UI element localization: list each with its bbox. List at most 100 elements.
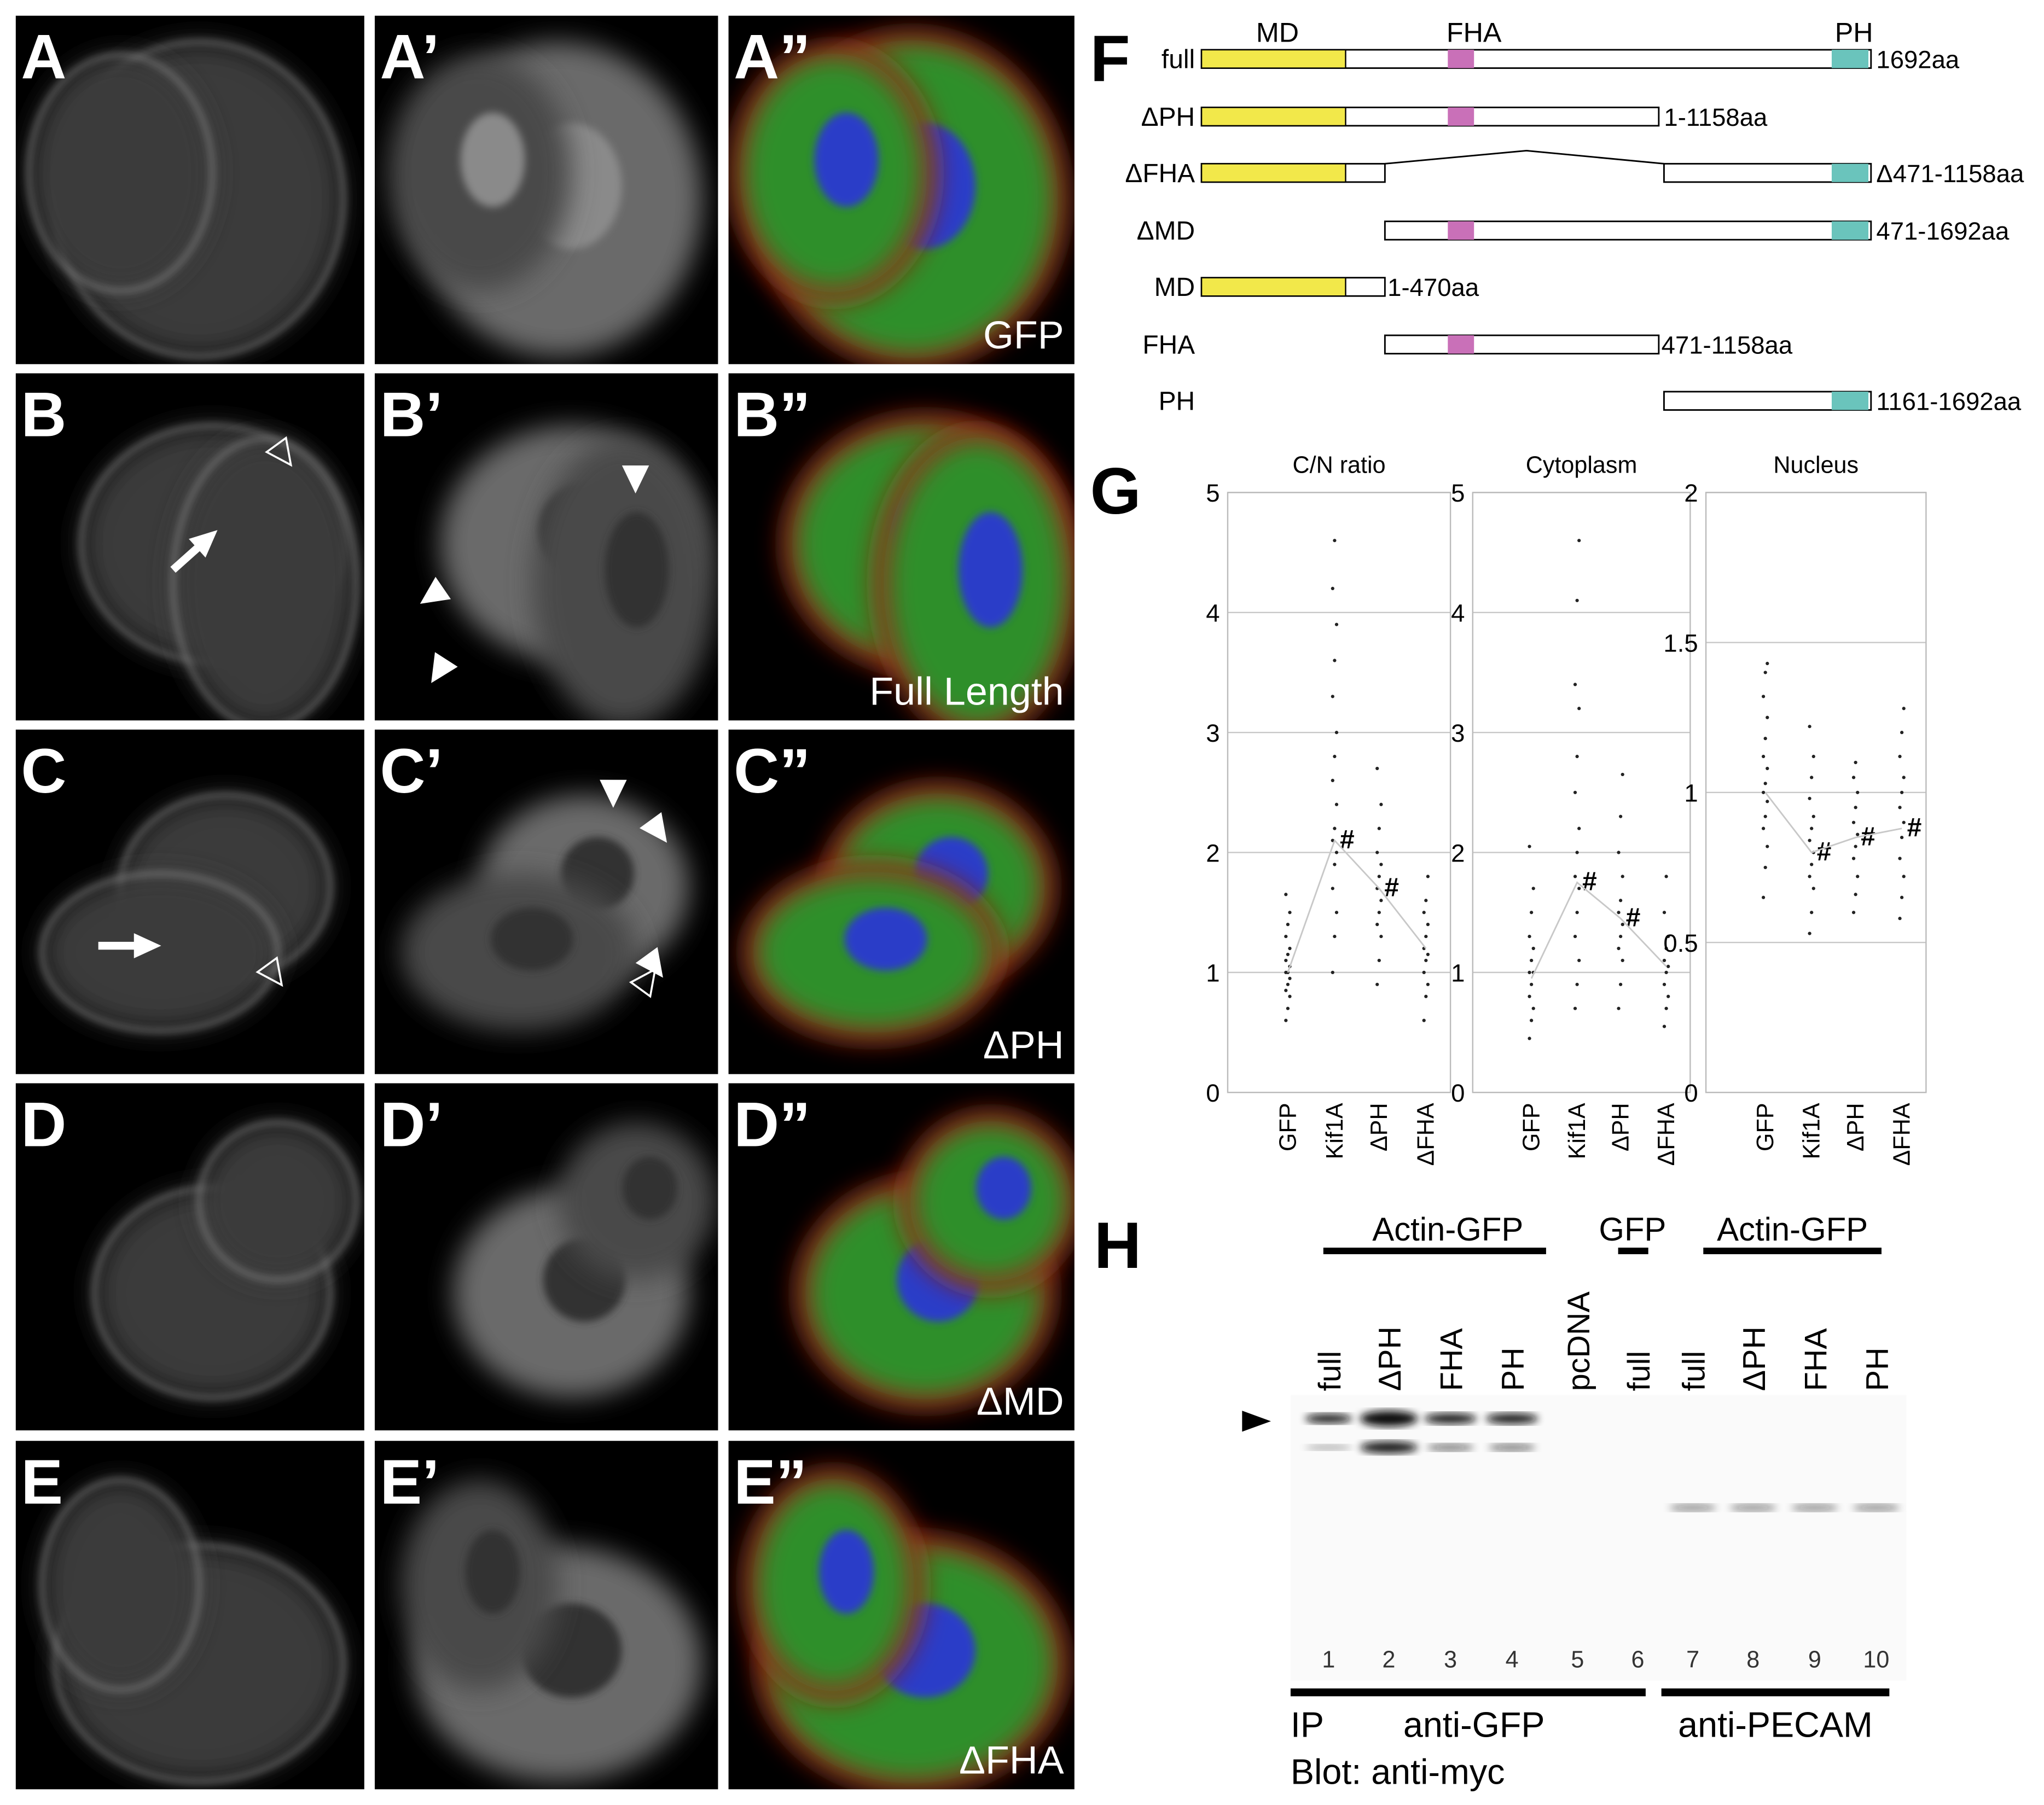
micrograph: C’ <box>374 729 718 1074</box>
band <box>1729 1504 1777 1511</box>
mean-line <box>1287 839 1427 973</box>
data-point <box>1810 863 1814 866</box>
y-tick-label: 1 <box>1206 959 1220 987</box>
group-label: Actin-GFP <box>1372 1211 1523 1248</box>
nucleus <box>605 512 669 628</box>
data-point <box>1424 934 1428 939</box>
y-tick-label: 4 <box>1206 599 1220 627</box>
data-point <box>1763 814 1767 818</box>
micrograph-content <box>797 1112 1075 1408</box>
cell-edge <box>40 1478 201 1691</box>
lane-number: 1 <box>1322 1647 1335 1673</box>
data-point <box>1424 958 1428 963</box>
data-point <box>1766 715 1769 719</box>
data-point <box>1577 958 1581 963</box>
data-point <box>1379 934 1383 939</box>
data-point <box>1808 796 1811 800</box>
panel-caption: Full Length <box>869 669 1064 713</box>
cell-body <box>28 55 213 291</box>
micrograph: B” Full Length <box>728 373 1075 721</box>
panel-letter: F <box>1090 22 1130 95</box>
micrograph: B’ <box>374 373 718 721</box>
lane-label: PH <box>1496 1347 1531 1391</box>
lane-label: FHA <box>1798 1328 1833 1391</box>
data-point <box>1334 851 1339 854</box>
lane-number: 4 <box>1506 1647 1519 1673</box>
annotation: # <box>1907 813 1922 842</box>
arrow-head <box>133 933 161 958</box>
data-point <box>1900 731 1904 735</box>
data-point <box>1761 754 1766 759</box>
lane-number: 7 <box>1686 1647 1699 1673</box>
nucleus <box>465 1530 520 1614</box>
data-point <box>1528 845 1531 848</box>
nucleus <box>460 112 525 207</box>
band <box>1853 1504 1900 1511</box>
data-point <box>1619 814 1623 818</box>
panel-label: A” <box>734 22 810 92</box>
construct-name: ΔFHA <box>1125 159 1195 188</box>
data-point <box>1424 899 1428 902</box>
band <box>1669 1504 1717 1511</box>
data-point <box>1808 725 1811 729</box>
micrograph-content <box>400 795 689 1031</box>
cell-edge <box>171 437 358 721</box>
data-point <box>1811 887 1815 890</box>
y-tick-label: 0 <box>1451 1079 1465 1107</box>
data-point <box>1763 782 1767 785</box>
data-point <box>1664 1006 1668 1010</box>
lane-number: 10 <box>1863 1647 1889 1673</box>
panel-label: B’ <box>380 380 443 450</box>
micrograph-content <box>744 784 1054 1041</box>
data-point <box>1763 865 1767 870</box>
md-domain <box>1200 163 1346 183</box>
data-point <box>1766 845 1769 848</box>
lane-number: 8 <box>1746 1647 1760 1673</box>
panel-caption: GFP <box>983 313 1064 357</box>
x-tick-label: ΔPH <box>1366 1103 1392 1151</box>
data-point <box>1898 754 1902 759</box>
cell-edge <box>40 872 280 1033</box>
data-point <box>1808 875 1811 878</box>
data-point <box>1530 958 1534 963</box>
data-point <box>1424 994 1428 998</box>
y-tick-label: 1.5 <box>1663 629 1698 657</box>
data-point <box>1577 707 1581 711</box>
data-point <box>1379 899 1383 902</box>
data-point <box>1333 659 1337 662</box>
x-tick-label: ΔFHA <box>1413 1103 1439 1166</box>
data-point <box>1766 800 1769 803</box>
x-tick-label: Kif1A <box>1799 1103 1825 1159</box>
data-point <box>1851 820 1856 824</box>
micrograph: E’ <box>374 1441 718 1790</box>
band <box>1424 1413 1477 1424</box>
ph-domain <box>1831 392 1869 410</box>
construct-range: 1692aa <box>1876 46 1960 74</box>
domain-label: FHA <box>1447 17 1502 48</box>
cell-body <box>42 874 278 1031</box>
data-point <box>1577 826 1581 830</box>
data-point <box>1377 958 1381 963</box>
data-point <box>1761 826 1766 830</box>
data-point <box>1898 917 1902 921</box>
data-point <box>1286 1006 1290 1010</box>
data-point <box>1856 832 1860 836</box>
lane-label: ΔPH <box>1737 1326 1772 1391</box>
y-tick-label: 4 <box>1451 599 1465 627</box>
data-point <box>1331 695 1334 698</box>
micrograph-content <box>453 1122 716 1398</box>
data-point <box>1617 851 1621 854</box>
micrograph: A’ <box>374 15 718 364</box>
data-point <box>1666 964 1670 969</box>
data-point <box>1811 754 1815 759</box>
data-point <box>1808 839 1811 842</box>
x-tick-label: Kif1A <box>1322 1103 1348 1159</box>
data-point <box>1662 982 1666 986</box>
data-point <box>1619 899 1623 902</box>
micrograph: B <box>15 373 364 721</box>
data-point <box>1531 887 1535 890</box>
panel-label: D’ <box>380 1090 443 1160</box>
data-point <box>1810 826 1814 830</box>
ph-domain <box>1831 221 1869 240</box>
data-point <box>1288 911 1292 915</box>
